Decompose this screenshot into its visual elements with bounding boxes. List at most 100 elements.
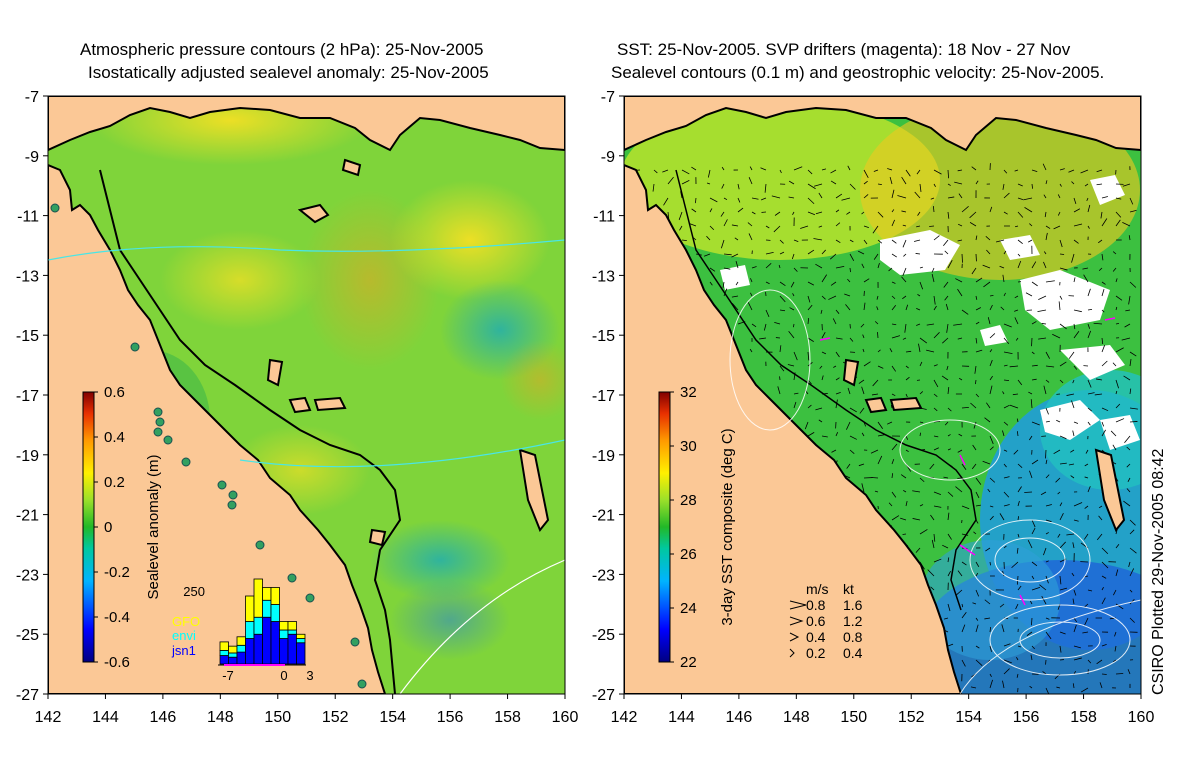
velocity-arrow (1129, 617, 1135, 623)
velocity-arrow (986, 402, 991, 409)
velocity-arrow (933, 407, 938, 412)
velocity-arrow (1059, 295, 1063, 300)
velocity-arrow (1044, 211, 1047, 218)
velocity-arrow (1086, 197, 1089, 202)
velocity-legend-arrow (789, 600, 807, 610)
velocity-arrow (859, 407, 865, 414)
velocity-arrow (1043, 547, 1047, 556)
velocity-arrow (807, 304, 813, 311)
velocity-arrow (999, 265, 1005, 269)
x-tick-label: 148 (207, 709, 234, 726)
velocity-arrow (1123, 500, 1131, 507)
velocity-arrow (1017, 486, 1022, 493)
velocity-arrow (961, 624, 966, 633)
velocity-arrow (1115, 278, 1118, 283)
velocity-arrow (787, 364, 795, 367)
velocity-arrow (1043, 194, 1047, 199)
velocity-arrow (1101, 309, 1105, 313)
velocity-arrow (975, 589, 980, 597)
velocity-arrow (961, 603, 964, 608)
velocity-arrow (807, 249, 815, 255)
y-tick-label: -11 (17, 209, 39, 226)
velocity-legend-rows: 0.8 1.60.6 1.20.4 0.80.2 0.4 (789, 597, 863, 661)
velocity-arrow (844, 293, 851, 297)
velocity-arrow (1110, 430, 1117, 437)
velocity-arrow (1101, 561, 1109, 569)
left-colorbar-label: Sealevel anomaly (m) (145, 454, 162, 599)
velocity-arrow (975, 337, 978, 344)
velocity-arrow (774, 211, 781, 216)
velocity-arrow (905, 365, 909, 369)
velocity-arrow (933, 393, 938, 397)
velocity-arrow (870, 449, 879, 454)
y-tick-label: -15 (16, 328, 39, 345)
velocity-arrow (1045, 459, 1048, 465)
velocity-arrow (1115, 603, 1124, 610)
velocity-arrow (1071, 400, 1075, 409)
velocity-arrow (1084, 505, 1089, 509)
velocity-arrow (1003, 421, 1009, 426)
velocity-arrow (989, 446, 994, 451)
velocity-arrow (947, 533, 952, 540)
velocity-arrow (989, 375, 993, 381)
velocity-arrow (1039, 584, 1047, 591)
velocity-arrow (975, 393, 980, 398)
velocity-arrow (1041, 323, 1047, 325)
velocity-arrow (667, 176, 674, 185)
velocity-arrow (793, 239, 799, 242)
left-colorbar-ticks: 0.6 0.4 0.2 0 -0.2 -0.4 -0.6 (94, 384, 130, 671)
velocity-arrow (947, 259, 953, 269)
velocity-arrow (1003, 364, 1008, 367)
velocity-arrow (1045, 631, 1052, 640)
velocity-arrow (1059, 435, 1067, 440)
velocity-arrow (1100, 211, 1103, 219)
velocity-arrow (774, 321, 781, 325)
velocity-arrow (995, 239, 1005, 243)
velocity-arrow (933, 379, 939, 388)
velocity-arrow (985, 235, 991, 241)
velocity-arrow (1125, 309, 1131, 312)
velocity-arrow (958, 377, 963, 381)
land-new-guinea (48, 96, 565, 152)
velocity-arrow (1028, 239, 1033, 243)
histogram-bar-gfo (228, 645, 238, 654)
velocity-arrow (1017, 197, 1024, 201)
x-tick-label: 150 (264, 709, 291, 726)
velocity-arrow (901, 276, 907, 283)
velocity-arrow (1016, 431, 1019, 437)
velocity-arrow (1101, 586, 1104, 591)
velocity-arrow (961, 659, 966, 667)
velocity-arrow (1087, 421, 1091, 426)
velocity-arrow (1017, 183, 1023, 187)
velocity-arrow (1028, 391, 1033, 395)
velocity-arrow (947, 603, 951, 612)
histogram-bar-gfo (270, 587, 280, 605)
velocity-arrow (903, 253, 907, 257)
velocity-legend-ms: 0.2 (806, 645, 826, 661)
velocity-arrow (813, 238, 823, 241)
velocity-arrow (891, 323, 897, 326)
velocity-arrow (1003, 192, 1010, 199)
velocity-arrow (1115, 197, 1122, 200)
velocity-arrow (902, 224, 907, 227)
velocity-arrow (1045, 351, 1050, 359)
velocity-arrow (1016, 418, 1019, 423)
velocity-arrow (947, 387, 950, 395)
velocity-arrow (1059, 323, 1067, 330)
velocity-arrow (1017, 260, 1022, 269)
velocity-arrow (1009, 365, 1019, 368)
velocity-arrow (975, 617, 979, 621)
velocity-arrow (1038, 337, 1047, 340)
velocity-arrow (1003, 379, 1010, 382)
velocity-arrow (1029, 600, 1033, 605)
colorbar-tick-label: -0.6 (104, 654, 130, 671)
velocity-legend-ms: 0.8 (806, 597, 826, 613)
velocity-arrow (916, 225, 921, 228)
velocity-arrow (735, 281, 739, 286)
velocity-arrow (912, 490, 921, 493)
velocity-arrow (1129, 281, 1137, 288)
velocity-arrow (849, 267, 851, 273)
velocity-arrow (747, 302, 753, 311)
velocity-arrow (933, 169, 942, 175)
velocity-arrow (970, 402, 977, 409)
